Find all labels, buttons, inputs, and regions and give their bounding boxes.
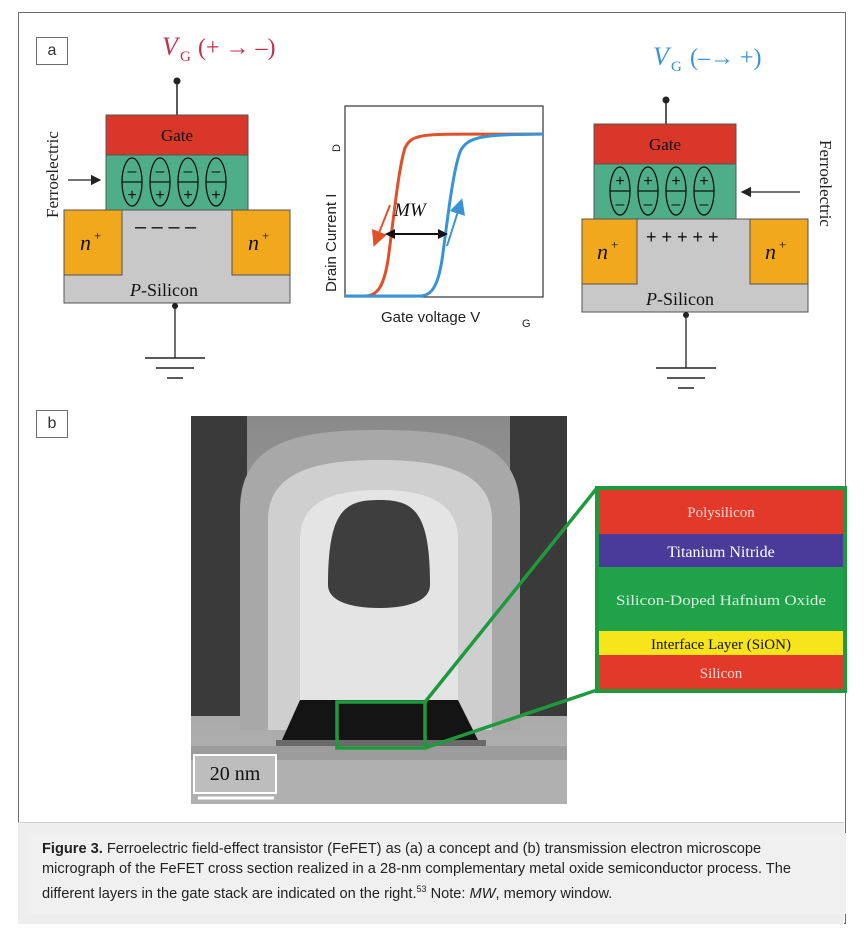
caption-ref: 53 [416, 884, 427, 894]
left-nplus-2: n [248, 230, 259, 255]
svg-text:D: D [331, 144, 343, 152]
right-substrate-italic: P [645, 289, 657, 309]
svg-text:–: – [644, 196, 653, 213]
caption-note-mw: MW [469, 885, 496, 902]
right-fefet: V G (–→ +) Gate + – + – + – + – Ferroelectri… [581, 42, 835, 389]
left-drain [231, 209, 291, 276]
caption-figure-number: Figure 3. [42, 841, 103, 857]
svg-text:+: + [671, 173, 680, 190]
left-substrate-italic: P [129, 280, 141, 300]
left-vg-sub: G [180, 49, 191, 65]
svg-text:+: + [611, 237, 618, 252]
left-nplus-1: n [80, 230, 91, 255]
caption-text: Ferroelectric field-effect transistor (F… [42, 841, 791, 902]
figure-caption: Figure 3. Ferroelectric field-effect tra… [28, 833, 846, 914]
layer-interface [599, 631, 843, 655]
graph-axes [344, 105, 544, 298]
right-substrate-label: -Silicon [657, 289, 714, 309]
left-gate [105, 114, 249, 156]
svg-text:+: + [183, 187, 192, 204]
svg-text:–: – [128, 163, 137, 180]
right-nplus-2: n [765, 239, 776, 264]
id-vg-graph: Drain Current I D Gate voltage V G MW [323, 105, 544, 330]
blue-curve [345, 132, 544, 298]
gate-stack-highlight [335, 700, 427, 750]
svg-text:+: + [94, 228, 101, 243]
svg-text:–: – [700, 196, 709, 213]
layer-stack: Polysilicon Titanium Nitride Silicon-Dop… [595, 486, 847, 693]
right-drain [749, 218, 809, 285]
red-curve [345, 132, 544, 298]
svg-text:+: + [643, 173, 652, 190]
svg-text:–: – [156, 163, 165, 180]
svg-text:+: + [699, 173, 708, 190]
left-vg-label: (+ → –) [198, 35, 276, 61]
right-vg-label: (–→ +) [690, 45, 762, 71]
panel-a-label: a [36, 37, 68, 65]
layer-label-0: Polysilicon [687, 505, 755, 521]
layer-titanium-nitride [599, 534, 843, 567]
right-gate-label: Gate [649, 135, 681, 154]
left-vg-symbol: V [162, 32, 181, 61]
left-fefet: V G (+ → –) Gate – + – + – + – + Ferroelectr… [43, 32, 291, 379]
right-vg-sub: G [671, 59, 682, 75]
svg-text:G: G [522, 318, 531, 330]
left-ferro-label: Ferroelectric [43, 131, 62, 218]
svg-text:–: – [184, 163, 193, 180]
svg-text:–: – [616, 196, 625, 213]
layer-label-1: Titanium Nitride [667, 544, 774, 561]
panel-b-label: b [36, 410, 68, 438]
left-charges: – – – – [135, 216, 197, 238]
panel-b-figure: 20 nm Polysilicon Titanium Nitride Silic… [191, 416, 847, 804]
svg-text:+: + [127, 187, 136, 204]
right-charges: + + + + + [646, 227, 719, 247]
left-substrate-label: -Silicon [141, 280, 198, 300]
panel-a-diagram: V G (+ → –) Gate – + – + – + – + Ferroelectr… [43, 32, 835, 389]
layer-label-3: Interface Layer (SiON) [651, 637, 791, 653]
layer-polysilicon [599, 490, 843, 534]
svg-text:+: + [211, 187, 220, 204]
graph-ylabel: Drain Current I [323, 194, 340, 292]
mw-label: MW [393, 200, 428, 221]
right-vg-symbol: V [653, 42, 672, 71]
right-ferro-label: Ferroelectric [816, 140, 835, 227]
svg-text:+: + [779, 237, 786, 252]
svg-text:–: – [672, 196, 681, 213]
svg-text:+: + [615, 173, 624, 190]
right-source [581, 218, 638, 285]
svg-text:+: + [155, 187, 164, 204]
graph-xlabel: Gate voltage V [381, 309, 480, 326]
tem-micrograph: 20 nm [191, 416, 567, 804]
layer-silicon [599, 655, 843, 689]
right-gate [593, 123, 737, 165]
svg-text:+: + [262, 228, 269, 243]
left-source [63, 209, 123, 276]
svg-text:–: – [212, 163, 221, 180]
scale-bar-label: 20 nm [210, 763, 261, 785]
layer-hafnium-oxide [599, 567, 843, 631]
right-nplus-1: n [597, 239, 608, 264]
left-gate-label: Gate [161, 126, 193, 145]
layer-label-2: Silicon-Doped Hafnium Oxide [616, 593, 826, 609]
layer-label-4: Silicon [700, 666, 743, 682]
